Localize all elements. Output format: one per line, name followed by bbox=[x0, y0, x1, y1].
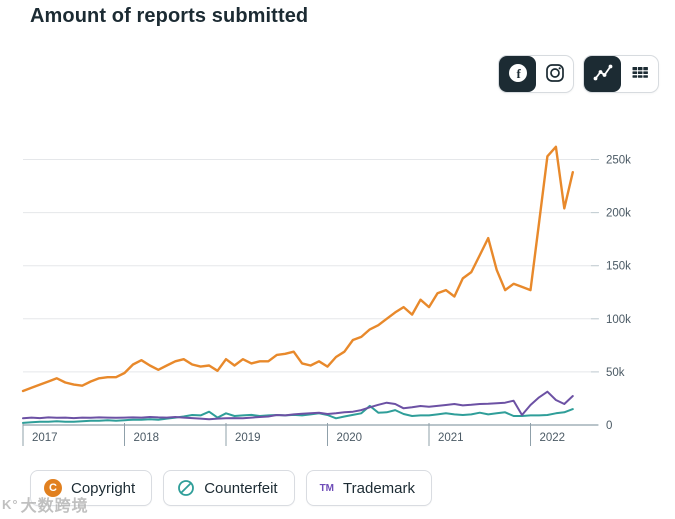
legend-item-trademark[interactable]: TM Trademark bbox=[305, 470, 432, 506]
y-axis-label: 200k bbox=[606, 208, 631, 220]
watermark: K° 大数跨境 bbox=[2, 492, 89, 516]
copyright-line bbox=[21, 145, 574, 393]
y-axis-label: 0 bbox=[606, 420, 612, 432]
chart-legend: C Copyright Counterfeit TM Trademark bbox=[30, 470, 432, 506]
legend-label: Trademark bbox=[343, 479, 415, 497]
legend-item-counterfeit[interactable]: Counterfeit bbox=[163, 470, 295, 506]
legend-label: Counterfeit bbox=[204, 479, 278, 497]
line-chart-view-button[interactable] bbox=[584, 56, 621, 92]
view-toggle-group bbox=[583, 55, 659, 93]
instagram-icon bbox=[544, 62, 566, 87]
legend-item-copyright[interactable]: C Copyright bbox=[30, 470, 153, 506]
y-axis-label: 250k bbox=[606, 155, 631, 167]
page-title: Amount of reports submitted bbox=[30, 5, 309, 27]
y-axis-label: 100k bbox=[606, 314, 631, 326]
table-view-button[interactable] bbox=[621, 56, 658, 92]
instagram-button[interactable] bbox=[536, 56, 573, 92]
table-icon bbox=[629, 62, 651, 87]
x-axis-label: 2018 bbox=[134, 432, 160, 444]
legend-label: Copyright bbox=[71, 479, 136, 497]
x-axis-label: 2021 bbox=[438, 432, 464, 444]
y-axis-label: 150k bbox=[606, 261, 631, 273]
trademark-icon: TM bbox=[319, 482, 335, 494]
y-axis-label: 50k bbox=[606, 367, 625, 379]
x-axis-label: 2022 bbox=[540, 432, 566, 444]
facebook-button[interactable]: f bbox=[499, 56, 536, 92]
counterfeit-line bbox=[22, 404, 574, 424]
x-axis-label: 2017 bbox=[32, 432, 58, 444]
trademark-line bbox=[22, 390, 574, 421]
watermark-text: 大数跨境 bbox=[20, 498, 89, 515]
x-axis-label: 2019 bbox=[235, 432, 261, 444]
counterfeit-icon bbox=[177, 479, 195, 497]
x-axis-label: 2020 bbox=[337, 432, 363, 444]
line-chart-icon bbox=[592, 62, 614, 87]
watermark-logo-icon: K° bbox=[2, 496, 19, 512]
facebook-icon: f bbox=[507, 62, 529, 87]
copyright-icon: C bbox=[44, 479, 62, 497]
svg-text:f: f bbox=[516, 66, 521, 81]
platform-toggle-group: f bbox=[498, 55, 574, 93]
